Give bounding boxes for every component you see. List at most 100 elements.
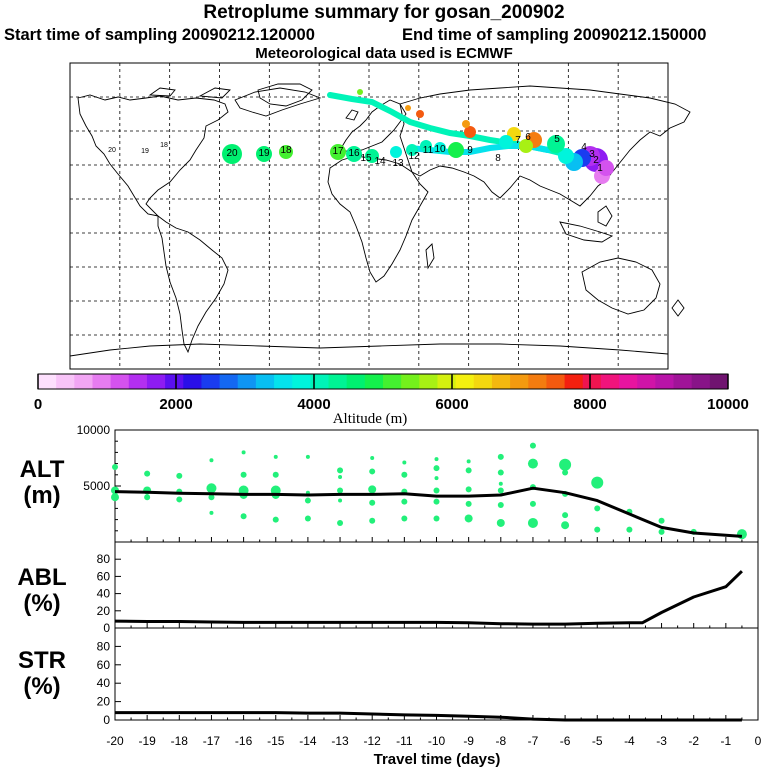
colorbar-cell (92, 374, 112, 389)
altitude-scatter-point (111, 493, 119, 502)
altitude-scatter-point (529, 500, 536, 507)
altitude-scatter-point (497, 487, 504, 494)
y-tick-label: 80 (97, 552, 111, 566)
altitude-scatter-point (368, 485, 377, 494)
trajectory-point (330, 144, 346, 160)
alt-panel-label: ALT (m) (2, 457, 82, 509)
abl-label-top: ABL (17, 564, 67, 591)
altitude-scatter-point (240, 513, 247, 520)
altitude-scatter-point (529, 484, 536, 491)
trajectory-day-label: 9 (467, 145, 473, 156)
x-tick-label: -3 (656, 734, 667, 748)
x-tick-label: -13 (331, 734, 349, 748)
trajectory-day-label: 3 (589, 149, 595, 160)
altitude-scatter-point (209, 510, 214, 515)
x-tick-label: -5 (592, 734, 603, 748)
altitude-scatter-point (433, 465, 440, 472)
x-tick-label: -12 (364, 734, 382, 748)
colorbar-cell (292, 374, 311, 389)
colorbar-cell (74, 374, 93, 389)
trajectory-day-label: 5 (554, 134, 560, 145)
altitude-scatter-point (527, 517, 538, 528)
colorbar-cell (274, 374, 293, 389)
alt-label-top: ALT (19, 456, 65, 483)
x-tick-label: -10 (428, 734, 446, 748)
altitude-scatter-point (562, 512, 569, 519)
altitude-scatter-point (402, 460, 407, 465)
trajectory-day-label: 7 (515, 135, 521, 146)
colorbar-cell (546, 374, 566, 389)
trajectory-point (405, 105, 411, 111)
chart-panel-str: 0 20 40 60 80 (97, 627, 759, 727)
x-tick-label: -4 (624, 734, 635, 748)
trajectory-day-label: 18 (160, 142, 168, 149)
altitude-scatter-point (112, 463, 118, 470)
altitude-scatter-point (434, 457, 439, 462)
altitude-scatter-point (464, 514, 473, 523)
colorbar-cell (219, 374, 239, 389)
met-data-label: Meteorological data used is ECMWF (255, 45, 513, 62)
trajectory-point (346, 146, 362, 162)
colorbar-tick-label: 8000 (573, 396, 606, 413)
y-tick-label: 5000 (83, 479, 110, 493)
trajectory-point (448, 142, 464, 158)
trajectory-day-label: 17 (332, 146, 344, 157)
altitude-scatter-point (562, 469, 569, 476)
altitude-scatter-point (465, 467, 472, 474)
trajectory-day-label: 12 (408, 151, 420, 162)
altitude-scatter-point (238, 485, 249, 496)
x-tick-label: -17 (203, 734, 221, 748)
altitude-scatter-point (736, 529, 747, 540)
altitude-scatter-point (176, 472, 183, 479)
y-tick-label: 60 (97, 658, 111, 672)
colorbar-cell (528, 374, 547, 389)
x-tick-label: -14 (299, 734, 317, 748)
altitude-scatter-point (497, 502, 504, 509)
altitude-scatter-point (338, 498, 343, 503)
trajectory-point (519, 139, 533, 153)
trajectory-day-label: 13 (392, 158, 404, 169)
colorbar-cell (709, 374, 729, 389)
colorbar-cell (491, 374, 511, 389)
end-time-label: End time of sampling 20090212.150000 (402, 26, 707, 44)
altitude-scatter-point (240, 471, 247, 478)
trajectory-day-label: 2 (593, 155, 599, 166)
trajectory-day-label: 1 (597, 163, 603, 174)
altitude-scatter-point (529, 442, 536, 449)
trajectory-point (598, 160, 614, 176)
altitude-scatter-point (465, 500, 472, 507)
colorbar-cell (364, 374, 384, 389)
altitude-scatter-point (337, 519, 344, 526)
altitude-scatter-point (433, 498, 440, 505)
altitude-scatter-point (401, 488, 408, 495)
altitude-scatter-point (626, 526, 633, 533)
abl-label-bottom: (%) (23, 590, 61, 617)
colorbar-cell (110, 374, 130, 389)
colorbar-cell (310, 374, 330, 389)
altitude-scatter-point (271, 490, 280, 499)
str-panel-label: STR (%) (2, 648, 82, 700)
trajectory-point (434, 142, 446, 154)
x-tick-label: -7 (528, 734, 539, 748)
str-label-bottom: (%) (23, 673, 61, 700)
altitude-scatter-point (401, 471, 408, 478)
colorbar-cell (183, 374, 202, 389)
trajectory-point (580, 146, 600, 166)
trajectory-point (565, 153, 583, 171)
trajectory-point (222, 144, 242, 164)
trajectory-point (594, 168, 610, 184)
altitude-scatter-point (209, 458, 214, 463)
altitude-scatter-point (594, 505, 601, 512)
plot-frame (114, 429, 759, 543)
trajectory-point (420, 140, 432, 152)
colorbar-cell (455, 374, 475, 389)
altitude-scatter-point (144, 470, 151, 477)
trajectory-point (406, 144, 418, 156)
trajectory-day-label: 11 (423, 145, 434, 156)
trajectory-point (256, 146, 272, 162)
colorbar-frame (37, 373, 729, 390)
altitude-scatter-point (111, 486, 119, 495)
